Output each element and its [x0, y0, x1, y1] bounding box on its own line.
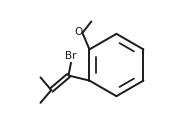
Text: O: O	[75, 27, 83, 37]
Text: Br: Br	[65, 51, 76, 61]
